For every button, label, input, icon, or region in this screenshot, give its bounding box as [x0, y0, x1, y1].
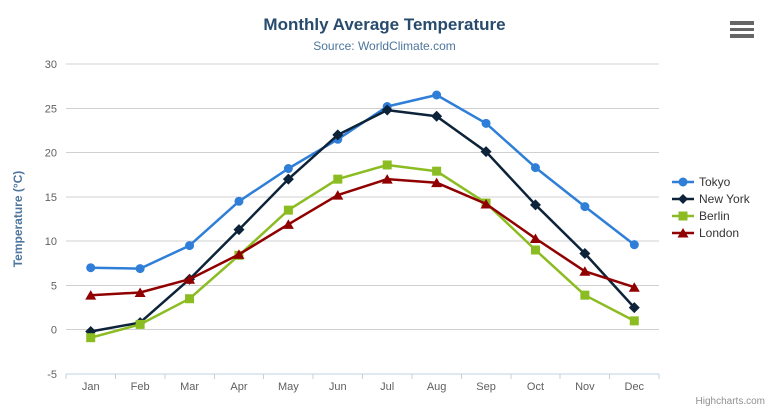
- point-berlin[interactable]: [629, 316, 639, 326]
- x-tick-label: Jul: [380, 381, 394, 393]
- legend-label-berlin: Berlin: [699, 209, 730, 223]
- tokyo-circle-marker-icon: [672, 177, 694, 187]
- point-london[interactable]: [529, 233, 541, 243]
- point-tokyo[interactable]: [185, 241, 195, 251]
- legend: Tokyo New York Berlin London: [672, 175, 750, 244]
- highcharts-credits-link[interactable]: Highcharts.com: [695, 396, 765, 407]
- y-tick-label: 30: [45, 59, 57, 71]
- legend-label-new-york: New York: [699, 192, 750, 206]
- legend-label-tokyo: Tokyo: [699, 175, 731, 189]
- point-london[interactable]: [431, 177, 443, 188]
- chart-title: Monthly Average Temperature: [263, 15, 506, 34]
- point-london[interactable]: [579, 266, 591, 276]
- point-london[interactable]: [332, 190, 344, 200]
- point-tokyo[interactable]: [86, 263, 96, 273]
- point-new-york[interactable]: [233, 224, 245, 236]
- legend-label-london: London: [699, 226, 740, 240]
- hamburger-bar: [730, 34, 754, 38]
- point-london[interactable]: [381, 174, 393, 184]
- x-tick-label: Sep: [476, 381, 496, 393]
- point-tokyo[interactable]: [432, 90, 442, 100]
- y-tick-label: 20: [45, 148, 57, 160]
- point-tokyo[interactable]: [135, 264, 145, 274]
- x-tick-label: Apr: [230, 381, 247, 393]
- point-berlin[interactable]: [382, 160, 392, 170]
- hamburger-bar: [730, 21, 754, 25]
- point-berlin[interactable]: [283, 205, 293, 215]
- x-tick-label: Oct: [527, 381, 544, 393]
- x-tick-label: Jan: [82, 381, 100, 393]
- point-new-york[interactable]: [529, 199, 541, 211]
- y-tick-label: 25: [45, 103, 57, 115]
- x-tick-label: Dec: [625, 381, 645, 393]
- y-tick-label: -5: [47, 369, 57, 381]
- point-new-york[interactable]: [381, 104, 393, 116]
- point-berlin[interactable]: [86, 333, 96, 343]
- point-new-york[interactable]: [579, 248, 591, 260]
- point-tokyo[interactable]: [629, 240, 639, 250]
- point-london[interactable]: [233, 249, 245, 259]
- point-london[interactable]: [134, 287, 146, 298]
- legend-item-tokyo[interactable]: Tokyo: [672, 175, 750, 189]
- point-new-york[interactable]: [480, 146, 492, 158]
- point-berlin[interactable]: [185, 294, 195, 304]
- hamburger-bar: [730, 27, 754, 31]
- series-line-london[interactable]: [89, 177, 636, 297]
- london-triangle-marker-icon: [672, 228, 694, 238]
- series-line-new-york[interactable]: [89, 108, 636, 333]
- y-tick-label: 5: [51, 280, 57, 292]
- point-tokyo[interactable]: [481, 118, 491, 128]
- point-berlin[interactable]: [135, 319, 145, 329]
- point-new-york[interactable]: [282, 173, 294, 185]
- point-berlin[interactable]: [432, 166, 442, 176]
- y-tick-label: 10: [45, 236, 57, 248]
- point-tokyo[interactable]: [580, 202, 590, 212]
- point-london[interactable]: [184, 274, 196, 284]
- x-tick-label: May: [278, 381, 299, 393]
- series-line-berlin[interactable]: [89, 163, 636, 339]
- point-berlin[interactable]: [580, 290, 590, 300]
- point-london[interactable]: [85, 290, 97, 300]
- point-berlin[interactable]: [530, 245, 540, 255]
- point-tokyo[interactable]: [530, 163, 540, 173]
- point-tokyo[interactable]: [283, 164, 293, 174]
- x-tick-label: Feb: [131, 381, 150, 393]
- y-axis-title: Temperature (°C): [11, 171, 25, 268]
- berlin-square-marker-icon: [672, 211, 694, 221]
- point-tokyo[interactable]: [234, 196, 244, 206]
- x-tick-label: Aug: [427, 381, 447, 393]
- series-line-tokyo[interactable]: [89, 93, 636, 270]
- legend-item-berlin[interactable]: Berlin: [672, 209, 750, 223]
- point-new-york[interactable]: [431, 110, 443, 122]
- x-tick-label: Nov: [575, 381, 595, 393]
- y-tick-label: 0: [51, 325, 57, 337]
- legend-item-new-york[interactable]: New York: [672, 192, 750, 206]
- point-london[interactable]: [480, 198, 492, 209]
- legend-item-london[interactable]: London: [672, 226, 750, 240]
- chart-subtitle: Source: WorldClimate.com: [313, 39, 456, 53]
- y-tick-label: 15: [45, 192, 57, 204]
- point-berlin[interactable]: [333, 174, 343, 184]
- x-tick-label: Jun: [329, 381, 347, 393]
- point-london[interactable]: [628, 282, 640, 292]
- point-london[interactable]: [282, 219, 294, 229]
- new-york-diamond-marker-icon: [672, 194, 694, 204]
- x-tick-label: Mar: [180, 381, 199, 393]
- point-new-york[interactable]: [332, 129, 344, 141]
- hamburger-menu-icon[interactable]: [730, 21, 754, 38]
- point-new-york[interactable]: [628, 302, 640, 314]
